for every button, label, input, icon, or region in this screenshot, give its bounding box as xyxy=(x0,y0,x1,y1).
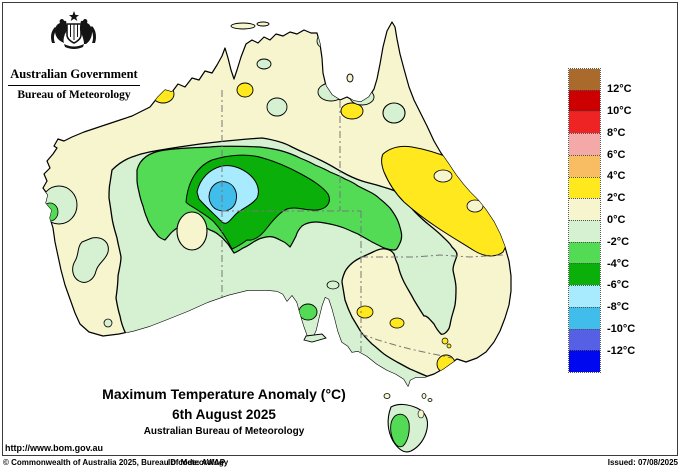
coat-of-arms-icon xyxy=(51,11,96,49)
legend-swatch xyxy=(569,198,600,221)
legend-label: 6°C xyxy=(607,148,626,161)
yellow-spot-sa-2 xyxy=(389,317,405,329)
palegreen-spot-gulf-coast-2 xyxy=(349,88,375,106)
state-borders xyxy=(221,90,504,359)
legend-swatch xyxy=(569,306,600,329)
legend-swatch xyxy=(569,154,600,177)
legend-label: -4°C xyxy=(607,257,630,270)
green-dash-gulf xyxy=(345,88,357,94)
issued-date: Issued: 07/08/2025 xyxy=(607,458,678,467)
palegreen-spot-gulf-coast-1 xyxy=(317,82,345,102)
legend-color-scale xyxy=(568,68,601,373)
tasmania-green-region xyxy=(390,413,410,448)
bass-strait-islands xyxy=(383,393,433,402)
legend-swatch xyxy=(569,241,600,264)
government-header: Australian Government Bureau of Meteorol… xyxy=(8,10,140,101)
palegreen-spot-qld-circle xyxy=(382,102,406,124)
legend-swatch xyxy=(569,350,600,373)
palegreen-blob-wa-interior xyxy=(72,237,109,283)
legend-label: -10°C xyxy=(607,322,636,335)
legend-label: -8°C xyxy=(607,301,630,314)
yellow-spot-sa-1 xyxy=(356,305,374,319)
palegreen-ring-sw xyxy=(103,318,113,328)
map-org: Australian Bureau of Meteorology xyxy=(143,426,305,437)
footer-bar: © Commonwealth of Australia 2025, Bureau… xyxy=(0,457,680,467)
yellow-spot-nsw-tiny-1 xyxy=(441,337,449,345)
legend-swatch xyxy=(569,133,600,155)
bom-url: http://www.bom.gov.au xyxy=(5,443,103,453)
legend-label: -12°C xyxy=(607,344,636,357)
legend-swatch xyxy=(569,111,600,134)
legend-label: 2°C xyxy=(607,192,626,205)
cream-hole-qld-1 xyxy=(433,169,453,183)
legend-label: -2°C xyxy=(607,235,630,248)
government-title: Australian Government xyxy=(8,67,140,86)
legend-label: 8°C xyxy=(607,126,626,139)
bureau-title: Bureau of Meteorology xyxy=(17,89,131,101)
legend-swatch xyxy=(569,220,600,242)
tasmania-cream-spot xyxy=(417,409,425,419)
yellow-spot-gulf xyxy=(340,102,364,120)
palegreen-spot-sa-small xyxy=(326,280,340,290)
title-block: Maximum Temperature Anomaly (°C) 6th Aug… xyxy=(64,386,384,437)
map-date: 6th August 2025 xyxy=(172,407,276,422)
cream-hole-qld-2 xyxy=(466,199,484,213)
legend-label: -6°C xyxy=(607,279,630,292)
legend-label: 0°C xyxy=(607,214,626,226)
legend-swatch xyxy=(569,263,600,286)
yellow-spot-gippsland xyxy=(436,354,456,374)
legend-label: 12°C xyxy=(607,83,632,96)
yellow-spot-nsw-tiny-2 xyxy=(446,343,452,349)
palegreen-spot-nt-2 xyxy=(266,97,288,117)
kangaroo-island xyxy=(303,333,327,343)
legend-swatch xyxy=(569,89,600,112)
legend-swatch xyxy=(569,69,600,90)
palegreen-spot-nt-1 xyxy=(256,58,272,70)
copyright-text: © Commonwealth of Australia 2025, Bureau… xyxy=(3,458,229,467)
yellow-spot-nt-west xyxy=(236,82,254,98)
legend-swatch xyxy=(569,285,600,307)
palegreen-blob-nw-coast xyxy=(43,185,78,225)
cream-hole-interior xyxy=(176,211,208,251)
yellow-spot-capeyork xyxy=(413,67,427,77)
id-code: ID code: AWAP xyxy=(168,458,226,467)
top-end-islands xyxy=(230,21,354,83)
region-minus8-to-minus10-core xyxy=(208,181,237,212)
legend-label: 10°C xyxy=(607,105,632,118)
green-spot-sa-coast xyxy=(298,303,318,321)
map-title: Maximum Temperature Anomaly (°C) xyxy=(102,386,346,402)
legend-label: 4°C xyxy=(607,170,626,183)
legend-swatch xyxy=(569,176,600,199)
map-outer-border xyxy=(2,2,678,456)
legend-swatch xyxy=(569,328,600,351)
